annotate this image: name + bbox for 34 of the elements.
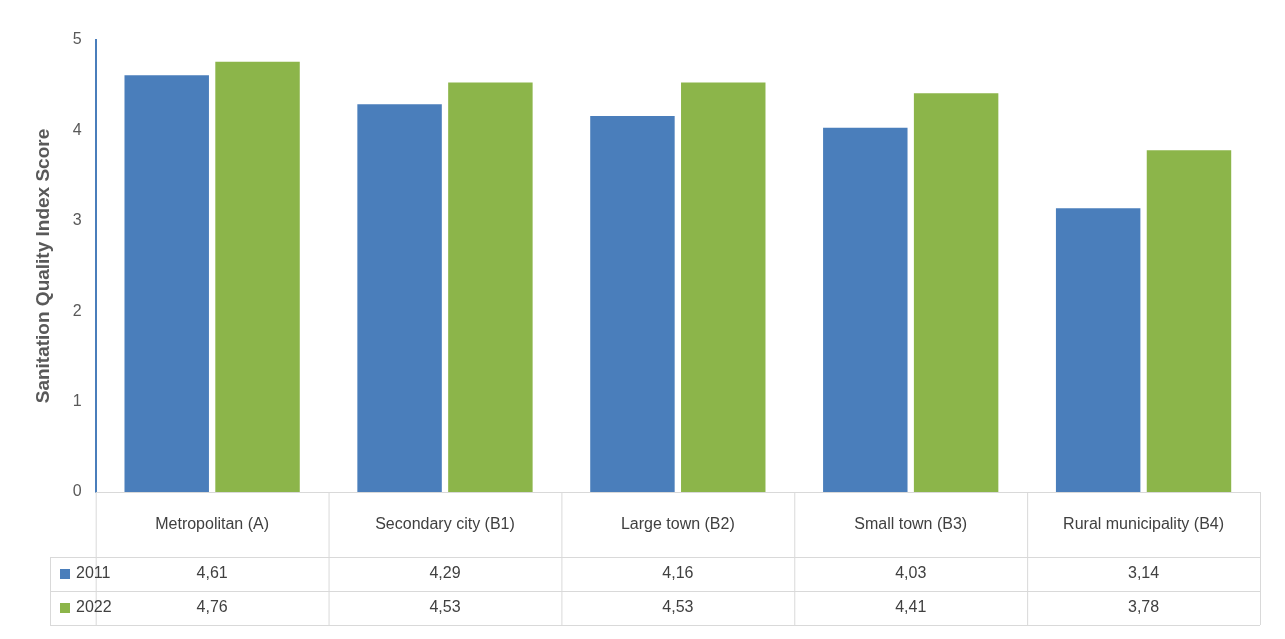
bar (124, 75, 209, 492)
y-tick-label: 5 (72, 30, 82, 48)
x-tick-label: Large town (B2) (620, 514, 735, 532)
data-label: 4,29 (429, 564, 461, 582)
x-tick-label: Rural municipality (B4) (1063, 514, 1225, 532)
data-label: 4,16 (662, 564, 694, 582)
bar (823, 127, 908, 492)
data-label: 4,76 (196, 598, 228, 616)
x-tick-label: Metropolitan (A) (155, 514, 270, 532)
y-axis-title: Sanitation Quality Index Score (31, 128, 53, 404)
x-tick-label: Secondary city (B1) (375, 514, 515, 532)
bar (681, 82, 766, 492)
legend-label: 2022 (76, 598, 112, 616)
y-tick-label: 2 (72, 301, 82, 319)
x-tick-label: Small town (B3) (854, 514, 968, 532)
bar (357, 104, 442, 492)
data-label: 4,53 (429, 598, 461, 616)
data-label: 3,78 (1128, 598, 1160, 616)
data-label: 4,61 (196, 564, 228, 582)
data-label: 4,41 (895, 598, 927, 616)
bar (1146, 150, 1232, 492)
y-tick-label: 0 (72, 482, 82, 500)
bar (1055, 208, 1141, 492)
legend-label: 2011 (76, 564, 111, 582)
bar (448, 82, 533, 492)
bar (913, 93, 999, 492)
bar (590, 115, 675, 492)
y-tick-label: 1 (72, 392, 82, 410)
data-label: 3,14 (1128, 564, 1160, 582)
y-tick-label: 3 (72, 211, 82, 229)
y-tick-label: 4 (72, 120, 82, 138)
data-label: 4,03 (895, 564, 927, 582)
data-label: 4,53 (662, 598, 694, 616)
bar (215, 61, 300, 492)
